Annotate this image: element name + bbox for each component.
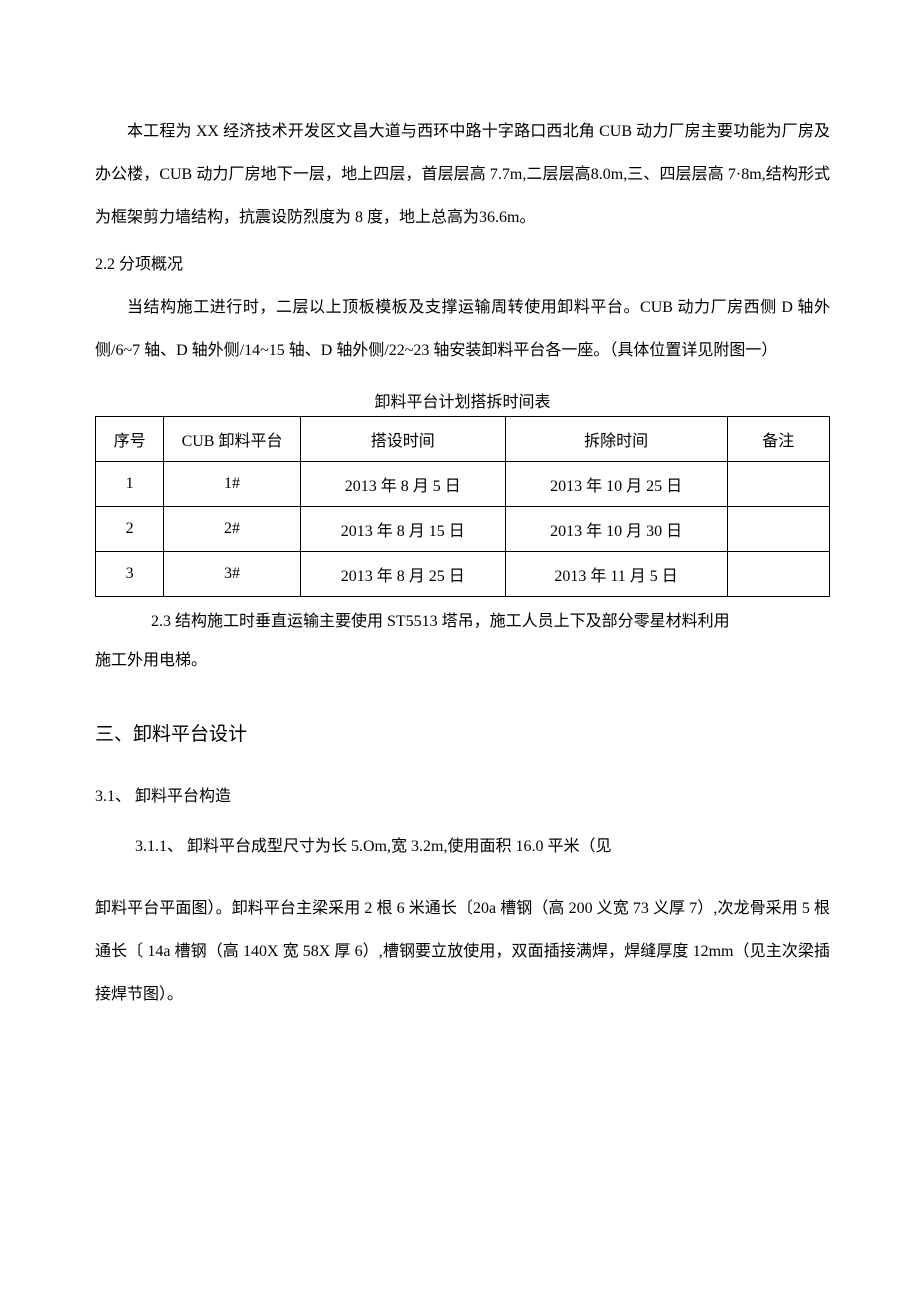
section-3-final-paragraph: 卸料平台平面图）。卸料平台主梁采用 2 根 6 米通长〔20a 槽钢（高 200…: [95, 887, 830, 1017]
table-header-row: 序号 CUB 卸料平台 搭设时间 拆除时间 备注: [96, 417, 830, 462]
td-platform: 2#: [164, 507, 301, 552]
section-3-1-1-heading: 3.1.1、 卸料平台成型尺寸为长 5.Om,宽 3.2m,使用面积 16.0 …: [95, 828, 830, 866]
td-setup: 2013 年 8 月 5 日: [300, 462, 505, 507]
table-row: 3 3# 2013 年 8 月 25 日 2013 年 11 月 5 日: [96, 552, 830, 597]
th-setup: 搭设时间: [300, 417, 505, 462]
section-2-3-line1: 2.3 结构施工时垂直运输主要使用 ST5513 塔吊，施工人员上下及部分零星材…: [95, 603, 830, 641]
td-remove: 2013 年 10 月 25 日: [505, 462, 727, 507]
table-row: 1 1# 2013 年 8 月 5 日 2013 年 10 月 25 日: [96, 462, 830, 507]
td-platform: 3#: [164, 552, 301, 597]
table-row: 2 2# 2013 年 8 月 15 日 2013 年 10 月 30 日: [96, 507, 830, 552]
intro-paragraph: 本工程为 XX 经济技术开发区文昌大道与西环中路十字路口西北角 CUB 动力厂房…: [95, 110, 830, 240]
section-2-3-line2: 施工外用电梯。: [95, 642, 830, 680]
section-3-1-heading: 3.1、 卸料平台构造: [95, 778, 830, 816]
td-seq: 3: [96, 552, 164, 597]
td-remove: 2013 年 11 月 5 日: [505, 552, 727, 597]
td-platform: 1#: [164, 462, 301, 507]
td-setup: 2013 年 8 月 15 日: [300, 507, 505, 552]
schedule-table: 序号 CUB 卸料平台 搭设时间 拆除时间 备注 1 1# 2013 年 8 月…: [95, 416, 830, 597]
td-note: [727, 552, 829, 597]
td-remove: 2013 年 10 月 30 日: [505, 507, 727, 552]
section-3-heading: 三、卸料平台设计: [95, 716, 830, 754]
td-setup: 2013 年 8 月 25 日: [300, 552, 505, 597]
table-caption: 卸料平台计划搭拆时间表: [95, 388, 830, 412]
th-remove: 拆除时间: [505, 417, 727, 462]
th-note: 备注: [727, 417, 829, 462]
td-note: [727, 462, 829, 507]
td-note: [727, 507, 829, 552]
section-2-2-body: 当结构施工进行时，二层以上顶板模板及支撑运输周转使用卸料平台。CUB 动力厂房西…: [95, 286, 830, 372]
th-platform: CUB 卸料平台: [164, 417, 301, 462]
th-seq: 序号: [96, 417, 164, 462]
td-seq: 1: [96, 462, 164, 507]
td-seq: 2: [96, 507, 164, 552]
section-2-2-heading: 2.2 分项概况: [95, 243, 830, 286]
